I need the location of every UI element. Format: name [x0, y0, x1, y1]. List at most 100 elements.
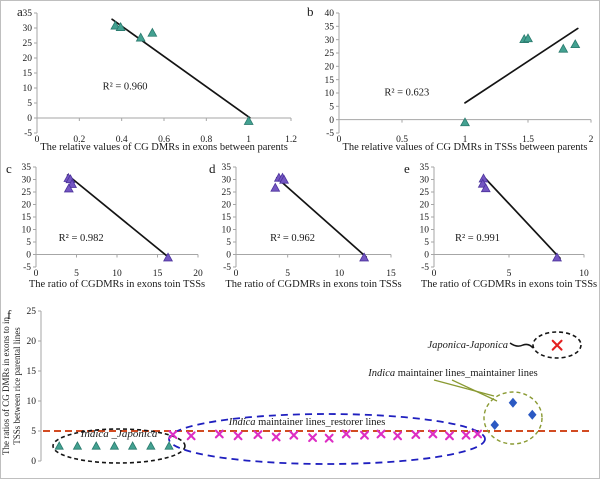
y-tick-label: 30	[325, 36, 335, 46]
r-squared-label: R² = 0.982	[59, 233, 104, 244]
x-tick-label: 0.6	[158, 135, 170, 145]
japonica-japonica-label: Japonica-Japonica	[428, 340, 508, 351]
x-marker	[233, 431, 243, 441]
triangle-marker	[270, 182, 281, 192]
triangle-marker	[359, 252, 370, 262]
maintainer-callout-line-1	[433, 379, 495, 397]
panel-letter-f: f	[7, 307, 12, 322]
y-tick-label: 35	[22, 163, 32, 173]
triangle-marker	[480, 183, 491, 193]
y-tick-label: 5	[26, 238, 31, 248]
y-tick-label: 35	[325, 23, 335, 33]
y-tick-label: 15	[325, 76, 335, 86]
x-tick-label: 1	[463, 135, 468, 145]
x-tick-label: 5	[285, 269, 290, 279]
x-tick-label: 0.5	[396, 135, 408, 145]
y-tick-label: -5	[326, 129, 334, 139]
triangle-marker	[146, 441, 156, 450]
triangle-marker	[109, 441, 120, 450]
x-tick-label: 0.8	[200, 135, 212, 145]
panel-letter-e: e	[404, 161, 410, 176]
triangle-marker	[164, 441, 174, 450]
triangle-marker	[135, 32, 146, 42]
y-tick-label: 30	[23, 24, 33, 34]
panel-letter-d: d	[209, 161, 216, 176]
diamond-marker	[508, 397, 518, 408]
x-marker	[551, 339, 563, 351]
y-tick-label: 0	[424, 251, 429, 261]
y-tick-label: -5	[421, 263, 429, 273]
triangle-marker	[460, 117, 470, 127]
x-axis-title: The relative values of CG DMRs in exons …	[40, 142, 288, 153]
y-tick-label: 15	[222, 213, 232, 223]
x-tick-label: 20	[193, 269, 203, 279]
x-tick-label: 1.5	[522, 135, 534, 145]
r-squared-label: R² = 0.991	[455, 233, 500, 244]
y-tick-label: -5	[223, 263, 231, 273]
diamond-marker	[490, 420, 499, 430]
maintainer-maintainer-ellipse	[483, 391, 543, 445]
x-tick-label: 0	[337, 135, 342, 145]
panel-letter-c: c	[6, 161, 12, 176]
y-tick-label: 20	[27, 337, 37, 347]
y-tick-label: 5	[31, 427, 36, 437]
y-tick-label: 5	[27, 99, 32, 109]
diamond-marker	[528, 409, 537, 420]
y-tick-label: 40	[325, 9, 335, 19]
maintainer-restorer-ellipse	[168, 413, 486, 465]
x-marker	[473, 429, 483, 439]
y-tick-label: 25	[222, 188, 232, 198]
y-tick-label: -5	[23, 263, 31, 273]
x-tick-label: 10	[335, 269, 345, 279]
y-tick-label: 15	[23, 69, 33, 79]
y-tick-label: 15	[27, 367, 37, 377]
x-tick-label: 0	[35, 135, 40, 145]
y-tick-label: 5	[329, 103, 334, 113]
y-tick-label: -5	[24, 129, 32, 139]
triangle-marker	[163, 252, 174, 262]
y-tick-label: 30	[222, 176, 232, 186]
x-marker	[360, 430, 369, 440]
x-marker	[253, 430, 263, 440]
r-squared-label: R² = 0.623	[384, 88, 429, 99]
x-marker	[376, 429, 386, 439]
y-tick-label: 30	[22, 176, 32, 186]
x-marker	[461, 430, 471, 440]
x-marker	[214, 429, 224, 439]
x-tick-label: 0.4	[116, 135, 128, 145]
x-axis-title: The relative values of CG DMRs in TSSs b…	[342, 142, 587, 153]
panel-f-chart: 0 5 10 15 20 25 Indica _Japonica Indica maintai…	[1, 307, 593, 467]
x-tick-label: 15	[153, 269, 163, 279]
x-marker	[308, 433, 318, 443]
x-tick-label: 0.2	[73, 135, 85, 145]
triangle-marker	[110, 20, 121, 30]
x-axis-title: The ratio of CGDMRs in exons toin TSSs	[29, 279, 205, 290]
x-tick-label: 15	[386, 269, 396, 279]
japonica-callout-line	[509, 342, 534, 349]
y-tick-label: 35	[222, 163, 232, 173]
trend-line	[275, 176, 368, 258]
y-tick-label: 0	[226, 251, 231, 261]
y-tick-label: 0	[31, 457, 36, 467]
indica-japonica-label: Indica _Japonica	[80, 428, 158, 440]
maintainer-restorer-label: Indica maintainer lines_restorer lines	[228, 417, 386, 428]
maintainer-maintainer-label: Indica maintainer lines_maintainer lines	[367, 368, 537, 379]
x-marker	[271, 432, 281, 442]
x-tick-label: 5	[74, 269, 79, 279]
x-axis-title: The ratio of CGDMRs in exons toin TSSs	[421, 279, 597, 290]
triangle-marker	[558, 43, 569, 53]
y-tick-label: 0	[329, 116, 334, 126]
x-tick-label: 0	[234, 269, 239, 279]
y-tick-label: 15	[22, 213, 32, 223]
y-tick-label: 5	[424, 238, 429, 248]
y-tick-label: 10	[420, 226, 430, 236]
triangle-marker	[552, 252, 562, 262]
indica-japonica-ellipse	[52, 428, 186, 464]
y-tick-label: 20	[22, 201, 32, 211]
x-marker	[186, 431, 196, 441]
